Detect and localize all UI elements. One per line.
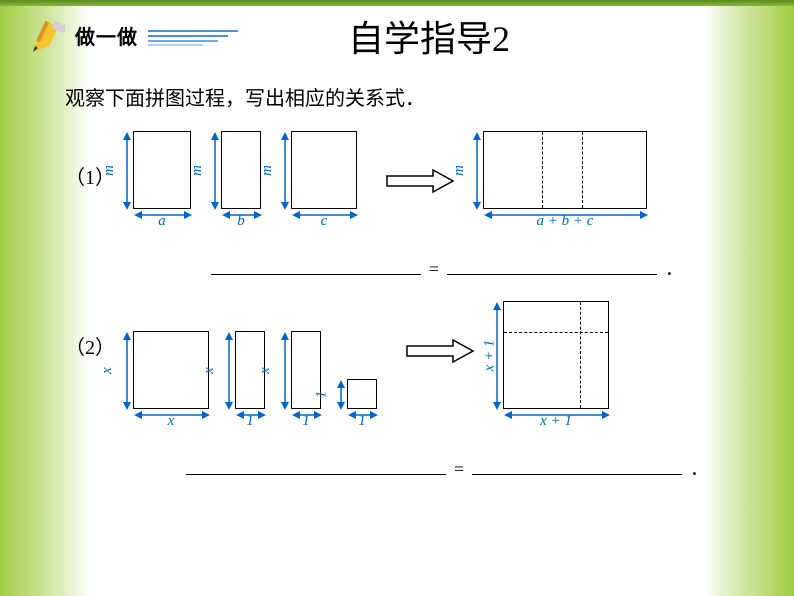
pencil-icon [25, 16, 65, 56]
equation-1: = ． [125, 255, 769, 281]
top-bar [0, 0, 794, 6]
dim-label: m [189, 165, 206, 176]
rect-block: m a [133, 131, 191, 209]
stripes-icon [148, 28, 238, 51]
dim-label: x + 1 [504, 413, 608, 430]
equals-1: = [429, 259, 439, 280]
period-1: ． [665, 255, 683, 281]
equation-2: = ． [125, 455, 769, 481]
do-label-block: 做一做 [75, 21, 238, 52]
dim-label: a [134, 213, 190, 230]
dim-label: m [259, 165, 276, 176]
dim-label: x [201, 367, 218, 374]
period-2: ． [690, 455, 708, 481]
blank-2a [186, 457, 446, 475]
content: 做一做 自学指导2 观察下面拼图过程，写出相应的关系式． （1） m [25, 10, 769, 501]
header: 做一做 自学指导2 [25, 10, 769, 62]
problem-2: （2） x x x 1 [65, 301, 769, 481]
blank-1a [211, 257, 421, 275]
blank-1b [447, 257, 657, 275]
page-title: 自学指导2 [348, 10, 510, 62]
rect-block: m a + b + c [483, 131, 647, 209]
dim-label: 1 [313, 390, 330, 398]
dim-label: x [99, 367, 116, 374]
dim-label: x [134, 413, 208, 430]
dim-label: x + 1 [481, 339, 498, 371]
dim-label: m [451, 165, 468, 176]
blank-2b [472, 457, 682, 475]
dim-label: x [257, 367, 274, 374]
rect-block: x + 1 x + 1 [503, 301, 609, 409]
rect-block: x x [133, 331, 209, 409]
dim-label: 1 [236, 413, 264, 430]
rect-block: 1 1 [347, 379, 377, 409]
dim-label: c [292, 213, 356, 230]
combine-arrow-icon [385, 166, 455, 196]
dim-label: 1 [292, 413, 320, 430]
rect-block: m c [291, 131, 357, 209]
dim-label: 1 [348, 413, 376, 430]
equals-2: = [454, 459, 464, 480]
rect-block: m b [221, 131, 261, 209]
combine-arrow-icon [405, 336, 475, 366]
dim-label: b [222, 213, 260, 230]
instruction: 观察下面拼图过程，写出相应的关系式． [65, 82, 769, 111]
problem-1: （1） m a m b [65, 131, 769, 281]
dim-label: m [101, 165, 118, 176]
dim-label: a + b + c [484, 213, 646, 230]
do-label: 做一做 [75, 27, 138, 49]
